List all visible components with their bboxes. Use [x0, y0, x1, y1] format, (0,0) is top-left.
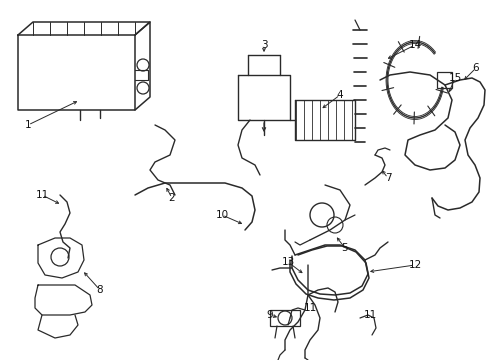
Text: 14: 14: [407, 40, 421, 50]
Text: 2: 2: [168, 193, 175, 203]
Bar: [269, 310, 299, 326]
Bar: [436, 72, 451, 88]
Text: 11: 11: [363, 310, 376, 320]
Text: 1: 1: [24, 120, 31, 130]
Text: 7: 7: [384, 173, 390, 183]
Text: 15: 15: [447, 73, 461, 83]
Text: 4: 4: [336, 90, 343, 100]
Text: 5: 5: [341, 243, 347, 253]
Text: 10: 10: [215, 210, 228, 220]
Text: 13: 13: [281, 257, 294, 267]
Text: 12: 12: [407, 260, 421, 270]
Text: 3: 3: [260, 40, 267, 50]
Text: 6: 6: [472, 63, 478, 73]
Text: 9: 9: [266, 310, 273, 320]
Text: 8: 8: [97, 285, 103, 295]
Text: 11: 11: [303, 303, 316, 313]
Text: 11: 11: [35, 190, 48, 200]
